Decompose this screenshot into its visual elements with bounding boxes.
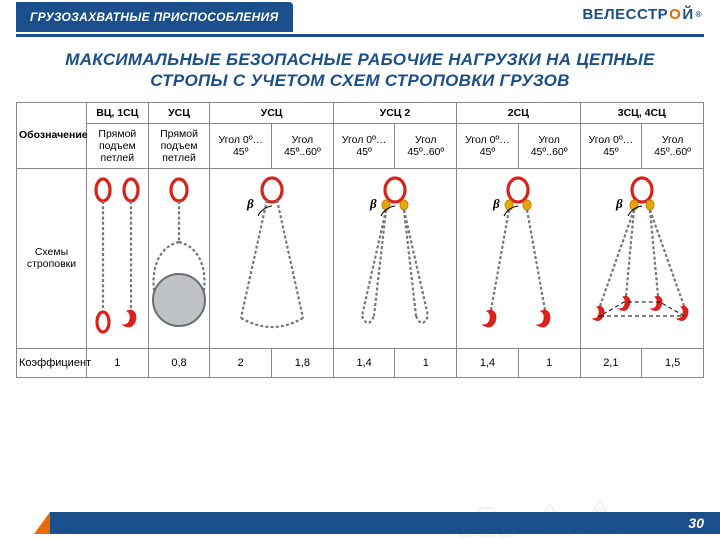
designation-cell: Прямой подъем петлей [148, 123, 210, 168]
coef-cell: 1,4 [457, 348, 519, 377]
schemes-row: Схемы строповки [17, 168, 704, 348]
header-bar: ГРУЗОЗАХВАТНЫЕ ПРИСПОСОБЛЕНИЯ ВЕЛЕССТР О… [0, 0, 720, 34]
sling-diagram-2 [151, 173, 208, 343]
beta-label: β [492, 196, 500, 211]
row-label-coef: Коэффициент [17, 348, 87, 377]
coef-cell: 1,4 [333, 348, 395, 377]
coef-cell: 1 [87, 348, 149, 377]
group-header: 3СЦ, 4СЦ [580, 102, 704, 123]
load-table: Обозначение ВЦ, 1СЦ УСЦ УСЦ УСЦ 2 2СЦ 3С… [16, 102, 704, 378]
scheme-cell: β [580, 168, 704, 348]
coef-cell: 1,5 [642, 348, 704, 377]
table-container: Обозначение ВЦ, 1СЦ УСЦ УСЦ УСЦ 2 2СЦ 3С… [16, 102, 704, 378]
sling-diagram-1 [89, 173, 146, 343]
sling-diagram-5: β [459, 173, 577, 343]
beta-label: β [615, 196, 623, 211]
beta-label: β [369, 196, 377, 211]
logo-text-2: Й [682, 6, 693, 23]
designation-cell: Угол 0º…45º [457, 123, 519, 168]
logo-text-1: ВЕЛЕССТР [582, 6, 668, 23]
header-underline [16, 34, 704, 37]
scheme-cell: β [457, 168, 580, 348]
coef-cell: 1 [395, 348, 457, 377]
logo: ВЕЛЕССТР О Й ® [582, 6, 702, 23]
footer-bar: 30 [50, 512, 720, 534]
row-label-designation: Обозначение [17, 102, 87, 168]
designation-cell: Угол 0º…45º [210, 123, 272, 168]
designation-cell: Угол 0º…45º [333, 123, 395, 168]
section-tab: ГРУЗОЗАХВАТНЫЕ ПРИСПОСОБЛЕНИЯ [16, 2, 293, 32]
page-title: МАКСИМАЛЬНЫЕ БЕЗОПАСНЫЕ РАБОЧИЕ НАГРУЗКИ… [26, 49, 694, 92]
designation-cell: Угол 45º..60º [642, 123, 704, 168]
group-header: УСЦ [210, 102, 333, 123]
designation-cell: Угол 45º..60º [272, 123, 334, 168]
logo-registered: ® [696, 10, 702, 19]
designation-row: Прямой подъем петлей Прямой подъем петле… [17, 123, 704, 168]
designation-cell: Угол 0º…45º [580, 123, 642, 168]
scheme-cell [87, 168, 149, 348]
coef-cell: 2,1 [580, 348, 642, 377]
coef-cell: 0,8 [148, 348, 210, 377]
beta-label: β [246, 196, 254, 211]
group-header-row: Обозначение ВЦ, 1СЦ УСЦ УСЦ УСЦ 2 2СЦ 3С… [17, 102, 704, 123]
coef-cell: 2 [210, 348, 272, 377]
coef-cell: 1,8 [272, 348, 334, 377]
sling-diagram-4: β [336, 173, 454, 343]
scheme-cell: β [210, 168, 333, 348]
scheme-cell [148, 168, 210, 348]
scheme-cell: β [333, 168, 456, 348]
group-header: ВЦ, 1СЦ [87, 102, 149, 123]
footer: 30 [0, 498, 720, 540]
sling-diagram-3: β [212, 173, 330, 343]
group-header: УСЦ [148, 102, 210, 123]
designation-cell: Прямой подъем петлей [87, 123, 149, 168]
group-header: 2СЦ [457, 102, 580, 123]
designation-cell: Угол 45º..60º [395, 123, 457, 168]
row-label-schemes: Схемы строповки [17, 168, 87, 348]
page-number: 30 [688, 515, 704, 531]
coef-cell: 1 [518, 348, 580, 377]
designation-cell: Угол 45º..60º [518, 123, 580, 168]
coef-row: Коэффициент 1 0,8 2 1,8 1,4 1 1,4 1 2,1 … [17, 348, 704, 377]
group-header: УСЦ 2 [333, 102, 456, 123]
footer-triangle-icon [34, 512, 50, 534]
sling-diagram-6: β [583, 173, 702, 343]
logo-flame-icon: О [669, 6, 681, 23]
